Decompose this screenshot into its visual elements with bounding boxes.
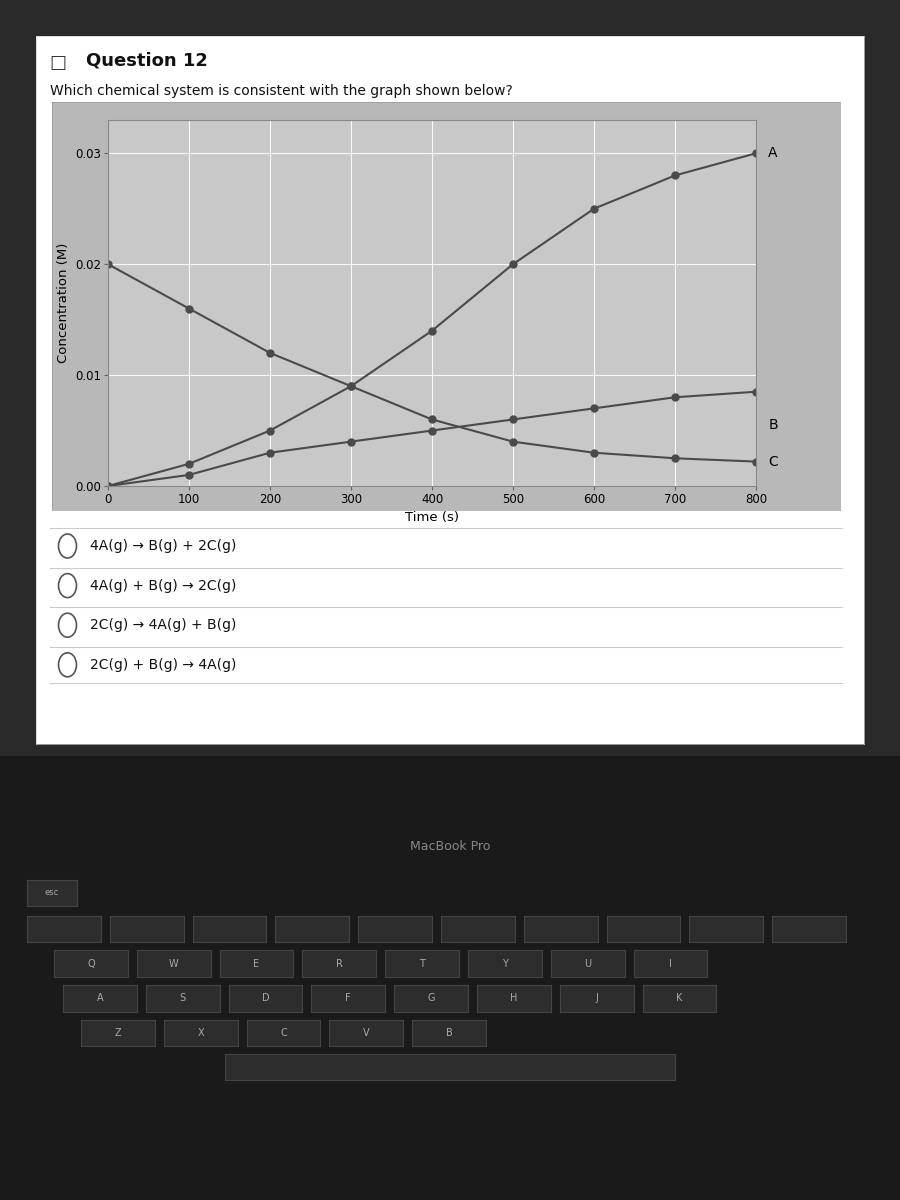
Text: R: R [336,959,343,968]
Y-axis label: Concentration (M): Concentration (M) [57,242,69,364]
Text: J: J [595,994,598,1003]
Text: 4A(g) → B(g) + 2C(g): 4A(g) → B(g) + 2C(g) [90,539,237,553]
Text: C: C [280,1028,287,1038]
Text: □: □ [50,54,67,72]
Text: X: X [197,1028,204,1038]
Text: esc: esc [44,888,58,898]
Text: H: H [510,994,518,1003]
Text: F: F [346,994,351,1003]
Text: K: K [676,994,683,1003]
Text: Y: Y [502,959,508,968]
Text: 2C(g) → 4A(g) + B(g): 2C(g) → 4A(g) + B(g) [90,618,237,632]
Text: 4A(g) + B(g) → 2C(g): 4A(g) + B(g) → 2C(g) [90,578,237,593]
Text: B: B [769,418,778,432]
Text: B: B [446,1028,453,1038]
X-axis label: Time (s): Time (s) [405,511,459,524]
Text: Z: Z [114,1028,122,1038]
Text: U: U [584,959,591,968]
Text: Q: Q [87,959,94,968]
Text: A: A [769,146,778,161]
Text: 2C(g) + B(g) → 4A(g): 2C(g) + B(g) → 4A(g) [90,658,237,672]
Text: MacBook Pro: MacBook Pro [410,840,490,852]
Text: D: D [262,994,269,1003]
Text: A: A [96,994,104,1003]
Text: V: V [363,1028,370,1038]
Text: E: E [254,959,259,968]
Text: Question 12: Question 12 [86,52,207,70]
Text: C: C [769,455,778,468]
Text: I: I [669,959,672,968]
Text: W: W [169,959,178,968]
Text: Which chemical system is consistent with the graph shown below?: Which chemical system is consistent with… [50,84,512,98]
Text: G: G [428,994,435,1003]
Text: S: S [180,994,185,1003]
Text: T: T [419,959,425,968]
